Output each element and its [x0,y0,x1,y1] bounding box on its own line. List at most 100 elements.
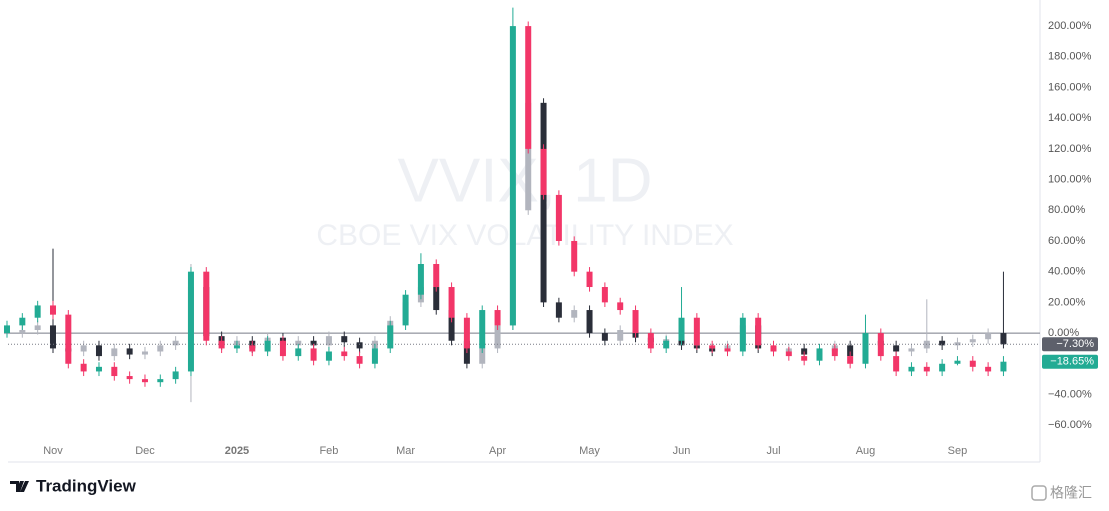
candle-body [571,240,578,272]
candle-body [80,345,87,352]
candle-body [141,379,148,383]
candle-body [923,366,930,372]
candle-body [341,351,348,357]
candle-body [279,340,286,357]
y-tick-label: 80.00% [1048,204,1086,216]
candle-body [847,356,854,364]
candle-body [525,102,532,211]
x-tick-label: Dec [135,445,155,457]
candle-body [509,26,516,326]
x-tick-label: Jul [766,445,780,457]
y-tick-label: −60.00% [1048,419,1092,431]
candle-body [785,351,792,357]
x-tick-label: 2025 [225,445,249,457]
candle-body [816,348,823,361]
candle-body [417,264,424,295]
candle-body [1000,333,1007,345]
y-tick-label: −40.00% [1048,388,1092,400]
candle-body [157,379,164,383]
candle-body [95,366,102,372]
candle-body [663,340,670,349]
candle-body [479,348,486,364]
candle-body [34,305,41,318]
candle-body [908,366,915,372]
candle-body [325,336,332,346]
source-icon [1031,485,1047,501]
candle-body [954,360,961,364]
candle-body [877,333,884,357]
x-tick-label: Aug [856,445,876,457]
candle-body [571,310,578,318]
x-tick-label: Feb [319,445,338,457]
candle-body [755,317,762,346]
candle-body [295,340,302,346]
candle-body [111,366,118,377]
candle-body [540,102,547,303]
candle-body [264,340,271,352]
candle-body [233,345,240,349]
candle-body [463,317,470,349]
candle-body [49,305,56,315]
candle-body [893,345,900,352]
candle-body [448,310,455,341]
last-price-badge [1042,337,1098,352]
candle-body [387,325,394,349]
candle-body [985,333,992,340]
series [4,7,1007,387]
candle-body [310,348,317,361]
candle-body [371,348,378,364]
candle-body [555,302,562,318]
candle-body [356,356,363,364]
candle-body [617,302,624,311]
last-price-badge [1042,354,1098,369]
candle-body [601,287,608,303]
candle-body [770,345,777,352]
y-tick-label: 180.00% [1048,51,1092,63]
candle-body [34,325,41,330]
candle-body [601,333,608,341]
x-tick-label: Mar [396,445,415,457]
candle-body [126,376,133,380]
candle-body [433,287,440,311]
last-price-label: −7.30% [1056,338,1094,350]
logo: TradingView [10,476,137,495]
candle-body [126,348,133,355]
candle-body [647,333,654,349]
candle-body [433,264,440,288]
candle-body [157,345,164,352]
candle-body [172,371,179,380]
watermark-title: VVIX, 1D [398,146,653,215]
candle-body [831,348,838,357]
y-tick-label: 20.00% [1048,296,1086,308]
x-tick-label: Apr [489,445,506,457]
candle-body [862,333,869,364]
candle-body [49,325,56,349]
candle-body [985,366,992,372]
x-tick-label: May [579,445,600,457]
x-tick-label: Sep [948,445,968,457]
y-tick-label: 160.00% [1048,81,1092,93]
x-tick-label: Jun [673,445,691,457]
candle-body [341,336,348,343]
candle-body [203,271,210,341]
candle-body [19,317,26,326]
candle-body [893,356,900,372]
candle-body [448,287,455,318]
candle-body [1000,361,1007,372]
candle-body [693,317,700,346]
candle-body [969,360,976,367]
candle-body [95,345,102,357]
logo-icon [10,481,29,492]
candle-body [218,340,225,349]
last-price-label: −18.65% [1050,356,1094,368]
y-tick-label: 0.00% [1048,327,1079,339]
candle-body [540,148,547,195]
y-tick-label: 100.00% [1048,173,1092,185]
candle-body [111,348,118,357]
candle-body [4,325,10,334]
candle-body [939,340,946,346]
candle-body [19,330,26,334]
candle-body [494,310,501,326]
